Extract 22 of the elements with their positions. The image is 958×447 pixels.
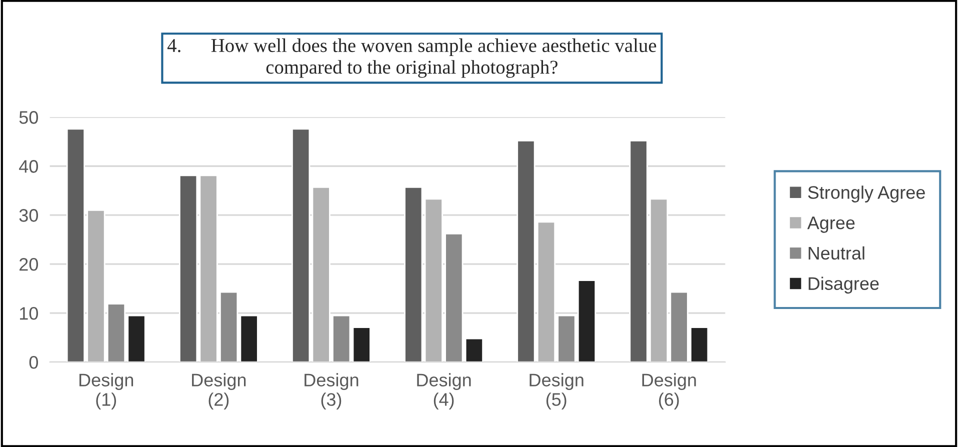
y-tick-label: 20 [20,258,38,271]
bar [292,128,310,362]
x-tick-label: Design (4) [417,373,471,410]
x-tick-label: Design (6) [642,373,696,410]
legend-label: Neutral [808,246,864,260]
y-tick-label: 50 [19,111,38,124]
y-tick-label: 0 [29,356,38,369]
legend-label: Strongly Agree [808,186,925,202]
bar [404,186,423,362]
legend-label: Disagree [808,276,879,294]
chart-title: 4. How well does the woven sample achieve aesthetic value compared to the original photograph? [167,38,656,78]
x-tick-label: Design (5) [530,373,584,410]
bar [464,338,484,362]
x-tick-label: Design (3) [304,373,358,410]
bar [240,314,258,362]
x-tick-label: Design (2) [192,373,246,410]
bar [352,326,371,362]
y-tick-label: 10 [20,307,38,320]
y-tick-label: 40 [19,160,38,173]
x-tick-label: Design (1) [79,373,134,410]
y-tick-label: 30 [19,209,38,222]
legend-label: Agree [807,216,855,233]
